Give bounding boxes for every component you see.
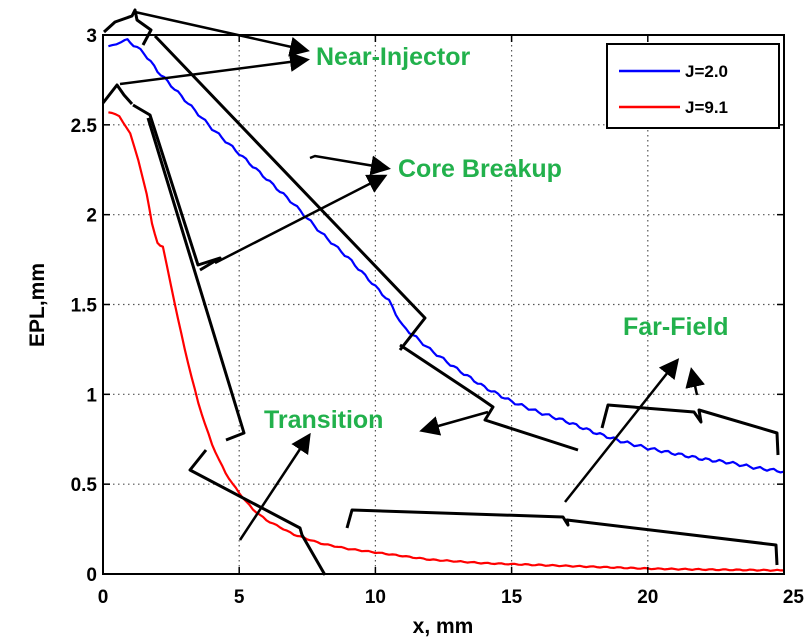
- series-lines: [108, 38, 785, 572]
- y-tick-label: 2.5: [71, 116, 98, 137]
- far-field-bracket-blue: [600, 403, 780, 456]
- legend-label-j2: J=2.0: [685, 62, 728, 81]
- near-injector-bracket-top: [102, 8, 153, 46]
- arrow-core-breakup-1: [309, 154, 391, 176]
- grid: [103, 35, 784, 574]
- x-axis-label: x, mm: [413, 615, 474, 638]
- near-injector-bracket-bottom: [101, 83, 134, 105]
- core-breakup-bracket-red: [132, 103, 222, 272]
- arrow-transition-2: [238, 432, 311, 541]
- annotation-near-injector: Near-Injector: [316, 43, 470, 71]
- region-brackets: [101, 8, 780, 576]
- y-tick-label: 2: [86, 206, 97, 227]
- y-tick-label: 0: [86, 565, 97, 586]
- x-tick-label: 5: [234, 587, 245, 608]
- arrow-transition-1: [419, 410, 489, 436]
- transition-bracket-blue: [399, 343, 579, 452]
- transition-bracket-red: [146, 117, 246, 442]
- x-tick-label: 15: [501, 587, 523, 608]
- transition-bracket-lower: [188, 449, 327, 576]
- y-tick-label: 0.5: [71, 475, 98, 496]
- annotation-far-field: Far-Field: [623, 313, 729, 341]
- x-tick-label: 10: [365, 587, 386, 608]
- arrow-near-injector-1: [134, 10, 310, 57]
- annotation-arrows: [119, 10, 705, 541]
- y-tick-label: 1.5: [71, 296, 98, 317]
- x-tick-label: 20: [637, 587, 658, 608]
- legend-label-j9: J=9.1: [685, 98, 728, 117]
- arrow-far-field-1: [564, 358, 680, 503]
- ticks: 0 5 10 15 20 25 0 0.5 1 1.5 2 2.5 3: [71, 26, 805, 608]
- x-tick-label: 0: [98, 587, 109, 608]
- y-tick-label: 3: [86, 26, 97, 47]
- y-axis-label: EPL,mm: [26, 263, 49, 347]
- annotation-core-breakup: Core Breakup: [398, 155, 562, 183]
- series-line-j2: [108, 38, 785, 474]
- legend: J=2.0 J=9.1: [606, 43, 780, 129]
- annotation-transition: Transition: [264, 406, 383, 434]
- y-tick-label: 1: [86, 385, 97, 406]
- arrow-core-breakup-2: [214, 174, 388, 265]
- arrow-far-field-2: [685, 367, 705, 396]
- series-line-j9: [108, 111, 784, 572]
- core-breakup-bracket-blue: [153, 34, 427, 351]
- arrow-near-injector-2: [119, 52, 310, 86]
- legend-box: [606, 43, 780, 129]
- far-field-bracket-red: [345, 508, 779, 566]
- x-tick-label: 25: [783, 587, 805, 608]
